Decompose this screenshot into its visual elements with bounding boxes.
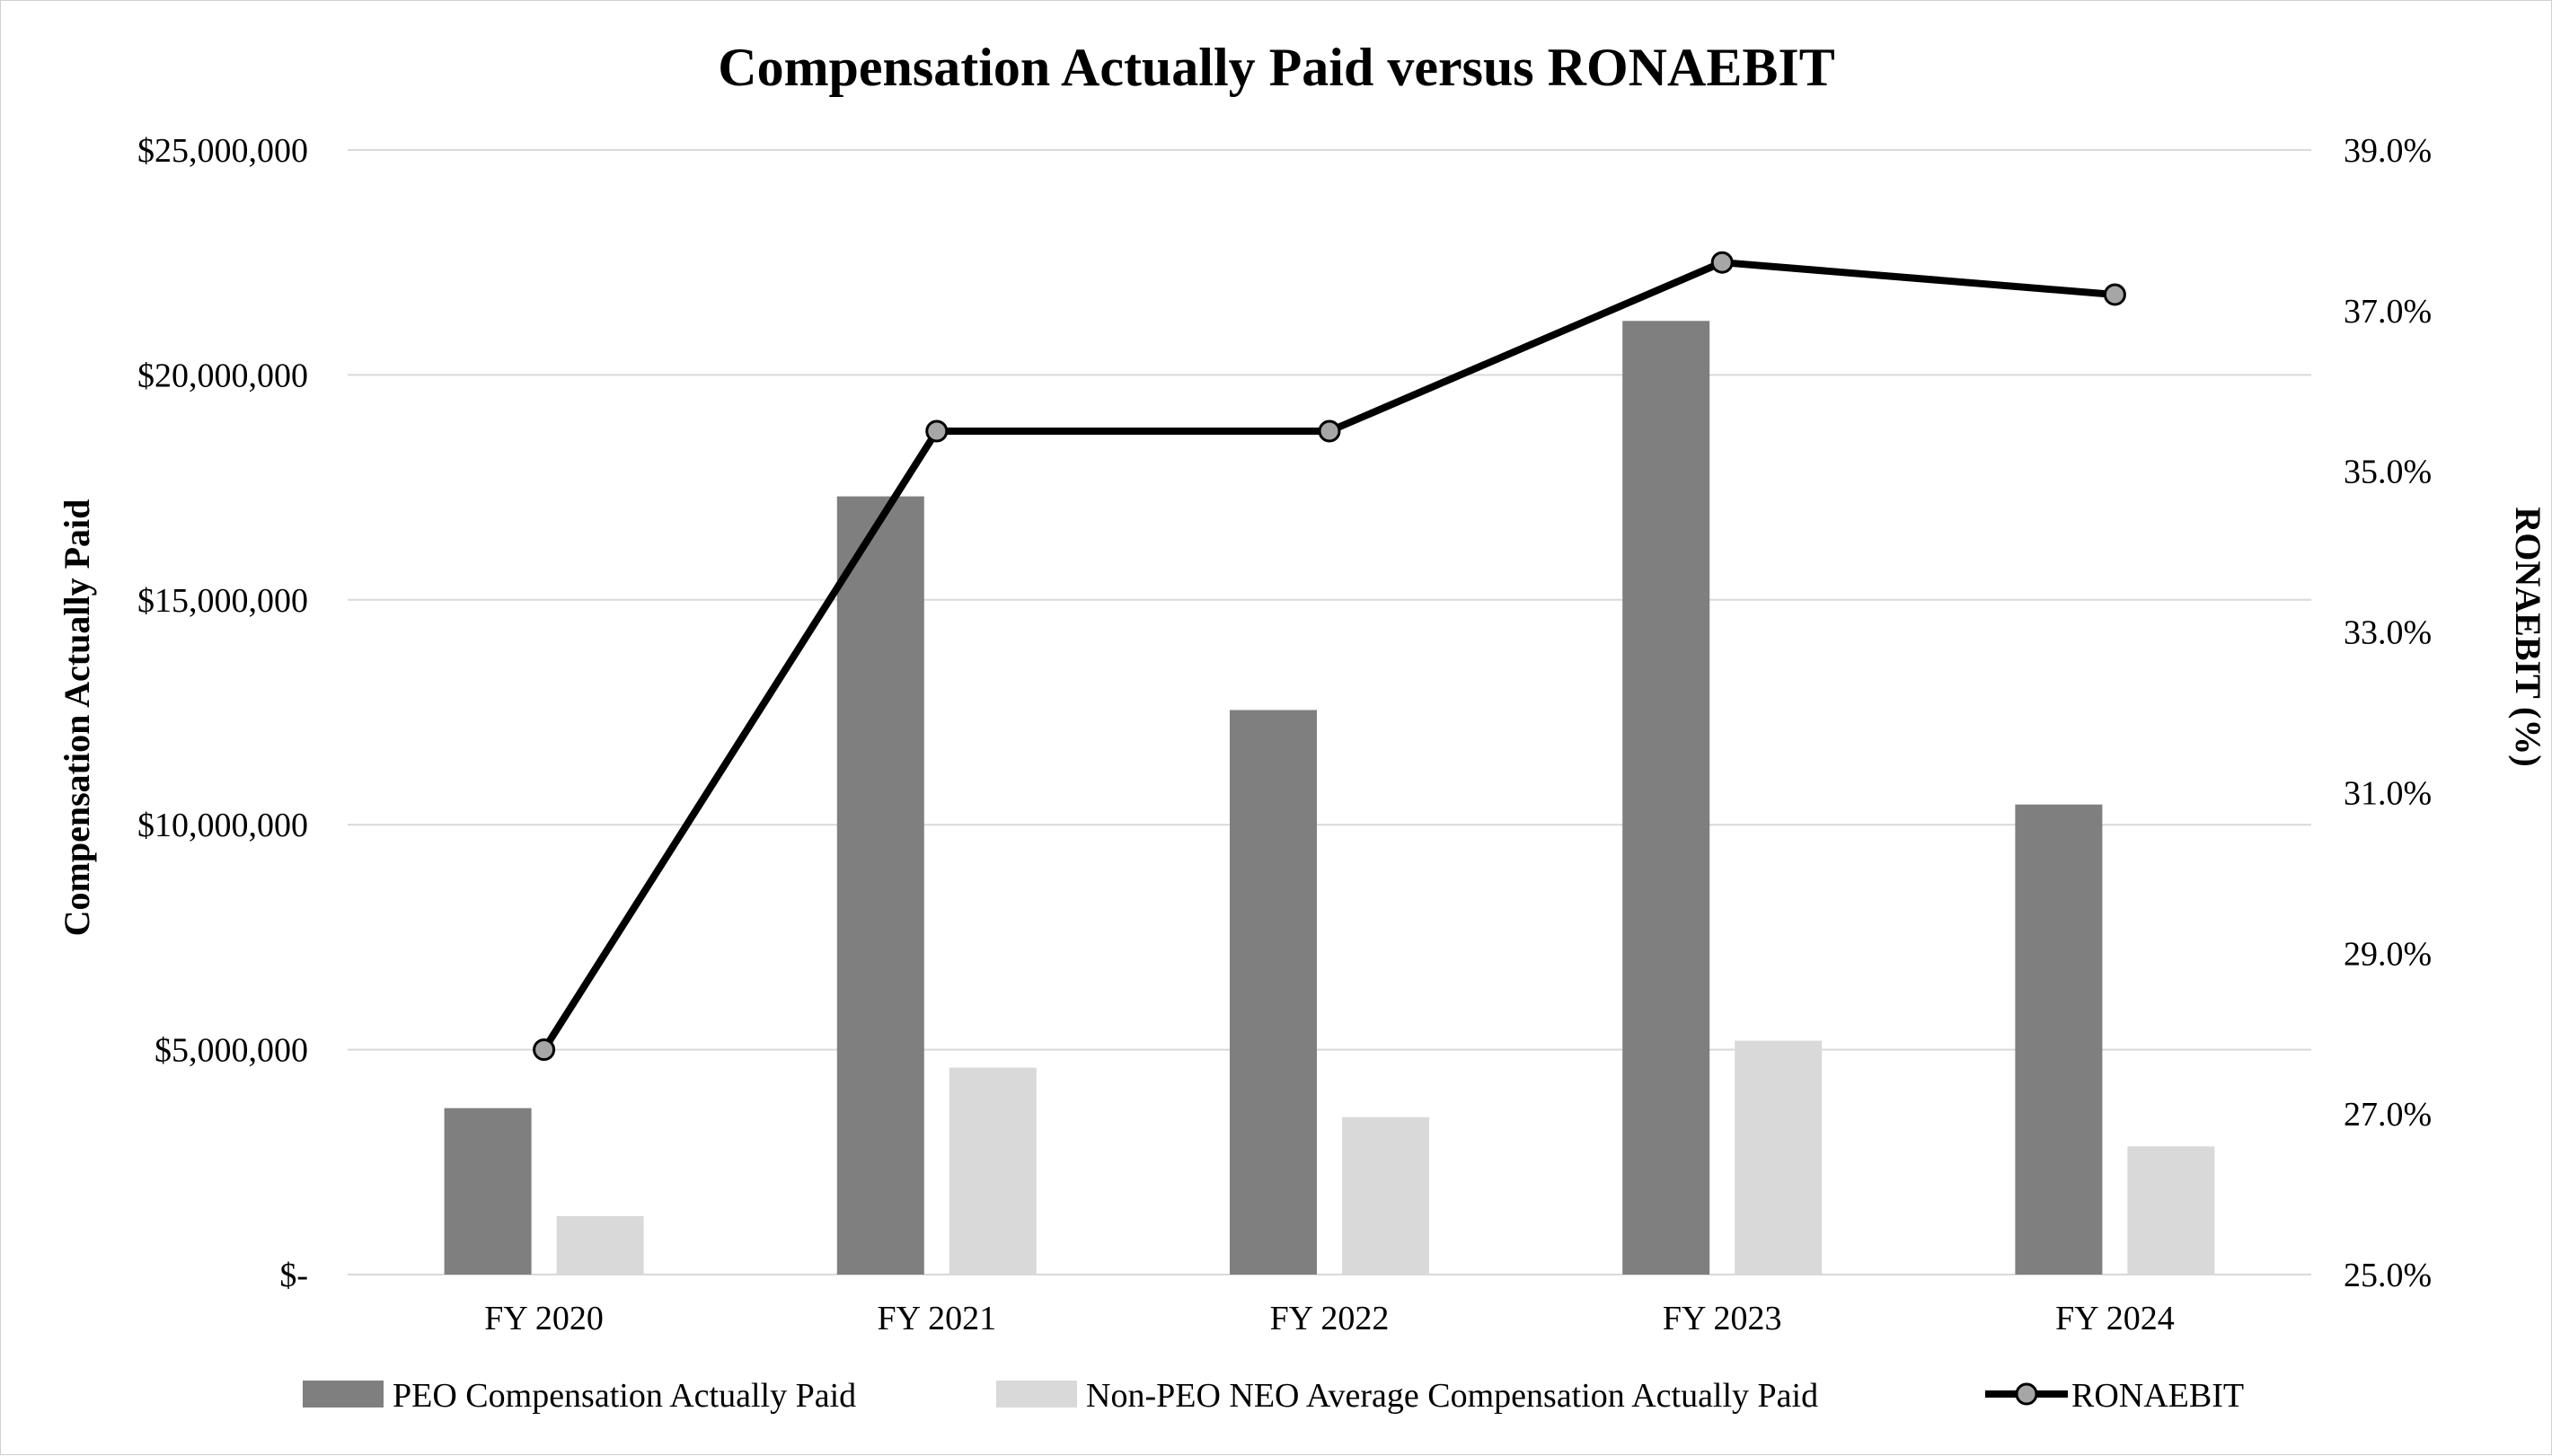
right-axis-title: RONAEBIT (%) xyxy=(2508,507,2548,766)
bar-non-peo-neo-average-compensation-actually-paid-fy-2020 xyxy=(556,1215,644,1275)
left-tick-label: $5,000,000 xyxy=(155,1032,308,1070)
legend-swatch-marker xyxy=(2015,1382,2038,1406)
x-tick-label: FY 2023 xyxy=(1663,1300,1782,1337)
right-tick-label: 39.0% xyxy=(2344,132,2432,170)
right-tick-label: 33.0% xyxy=(2344,614,2432,652)
legend-swatch-non-peo-neo-average-compensation-actually-paid xyxy=(996,1381,1077,1407)
ronaebit-point-fy-2023 xyxy=(1710,251,1734,274)
x-axis-ticks: FY 2020 FY 2021 FY 2022 FY 2023 FY 2024 xyxy=(484,1300,2174,1337)
ronaebit-line xyxy=(541,259,2115,1052)
ronaebit-line-group xyxy=(533,251,2126,1062)
bar-peo-compensation-actually-paid-fy-2024 xyxy=(2015,804,2103,1275)
bar-peo-compensation-actually-paid-fy-2020 xyxy=(444,1107,532,1275)
left-tick-label: $20,000,000 xyxy=(137,357,308,394)
right-tick-label: 25.0% xyxy=(2344,1257,2432,1294)
legend-label-ronaebit: RONAEBIT xyxy=(2071,1377,2244,1415)
legend-label-non-peo-neo-average-compensation-actually-paid: Non-PEO NEO Average Compensation Actuall… xyxy=(1086,1377,1818,1415)
bar-non-peo-neo-average-compensation-actually-paid-fy-2023 xyxy=(1735,1040,1823,1275)
chart-title: Compensation Actually Paid versus RONAEB… xyxy=(718,38,1834,97)
right-tick-label: 27.0% xyxy=(2344,1096,2432,1134)
left-axis-ticks: $- $5,000,000 $10,000,000 $15,000,000 $20,00… xyxy=(137,132,308,1294)
x-tick-label: FY 2024 xyxy=(2055,1300,2175,1337)
left-tick-label: $15,000,000 xyxy=(137,582,308,620)
legend-label-peo-compensation-actually-paid: PEO Compensation Actually Paid xyxy=(393,1377,856,1415)
ronaebit-point-fy-2024 xyxy=(2103,283,2126,306)
gridlines xyxy=(348,149,2311,1275)
ronaebit-point-fy-2022 xyxy=(1318,419,1341,443)
bar-peo-compensation-actually-paid-fy-2023 xyxy=(1622,321,1710,1275)
bar-non-peo-neo-average-compensation-actually-paid-fy-2021 xyxy=(949,1067,1037,1275)
right-axis-ticks: 25.0% 27.0% 29.0% 31.0% 33.0% 35.0% 37.0% 39.0% xyxy=(2344,132,2432,1294)
left-tick-label: $- xyxy=(279,1257,308,1294)
x-tick-label: FY 2021 xyxy=(877,1300,996,1337)
left-axis-title: Compensation Actually Paid xyxy=(57,499,97,937)
right-tick-label: 29.0% xyxy=(2344,935,2432,973)
right-tick-label: 31.0% xyxy=(2344,774,2432,812)
ronaebit-point-fy-2020 xyxy=(533,1038,556,1062)
left-tick-label: $25,000,000 xyxy=(137,132,308,170)
left-tick-label: $10,000,000 xyxy=(137,807,308,844)
right-tick-label: 35.0% xyxy=(2344,454,2432,491)
right-tick-label: 37.0% xyxy=(2344,293,2432,331)
bar-non-peo-neo-average-compensation-actually-paid-fy-2022 xyxy=(1342,1116,1429,1275)
bar-peo-compensation-actually-paid-fy-2021 xyxy=(836,496,924,1275)
bars xyxy=(444,321,2215,1275)
bar-non-peo-neo-average-compensation-actually-paid-fy-2024 xyxy=(2127,1146,2215,1275)
x-tick-label: FY 2022 xyxy=(1270,1300,1390,1337)
legend-swatch-peo-compensation-actually-paid xyxy=(303,1381,384,1407)
x-tick-label: FY 2020 xyxy=(484,1300,604,1337)
bar-peo-compensation-actually-paid-fy-2022 xyxy=(1230,710,1317,1275)
ronaebit-point-fy-2021 xyxy=(925,419,949,443)
legend: PEO Compensation Actually Paid Non-PEO NE… xyxy=(303,1377,2244,1415)
